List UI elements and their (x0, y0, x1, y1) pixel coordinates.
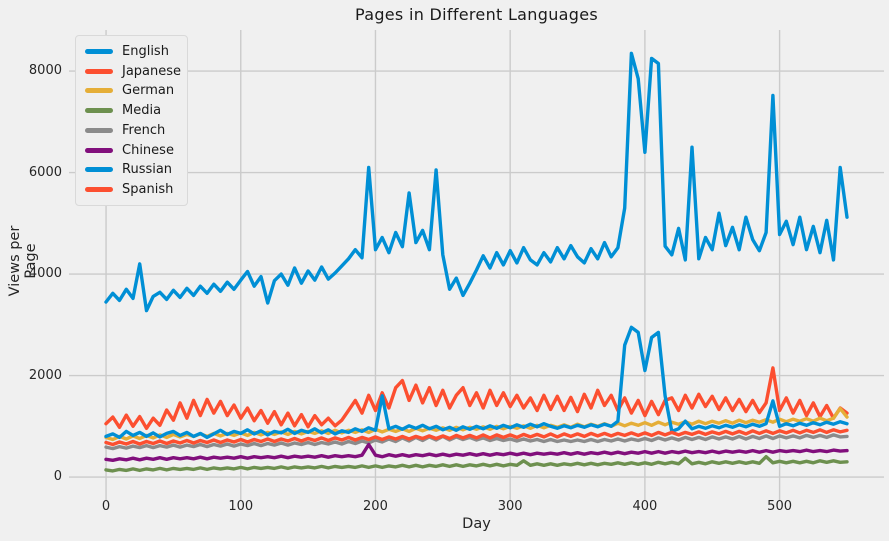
y-tick-label: 8000 (28, 63, 62, 79)
legend-swatch-icon (85, 108, 113, 114)
y-tick-label: 2000 (28, 367, 62, 383)
x-tick-label: 400 (632, 499, 658, 514)
legend-item-japanese: Japanese (85, 64, 187, 79)
series-line-german (104, 406, 849, 442)
legend-label: Japanese (122, 63, 182, 79)
legend-label: German (122, 83, 175, 99)
legend-label: Media (122, 103, 162, 119)
legend-label: English (122, 43, 169, 59)
legend-item-russian: Russian (85, 162, 187, 177)
legend-swatch-icon (85, 147, 113, 153)
legend-swatch-icon (85, 48, 113, 54)
legend-swatch-icon (85, 127, 113, 133)
legend-label: Russian (122, 162, 173, 178)
x-axis-label: Day (462, 516, 491, 532)
y-tick-label: 0 (53, 469, 62, 485)
legend-item-chinese: Chinese (85, 143, 187, 158)
series-line-japanese (104, 366, 849, 430)
legend-label: Spanish (122, 182, 174, 198)
legend-swatch-icon (85, 167, 113, 173)
legend-item-english: English (85, 44, 187, 59)
legend-swatch-icon (85, 88, 113, 94)
y-tick-label: 4000 (28, 266, 62, 282)
series-line-spanish (104, 428, 849, 447)
legend-swatch-icon (85, 187, 113, 193)
legend-label: French (122, 122, 166, 138)
legend-swatch-icon (85, 68, 113, 74)
x-tick-label: 100 (228, 499, 254, 514)
x-tick-label: 300 (497, 499, 523, 514)
legend-label: Chinese (122, 142, 174, 158)
y-tick-label: 6000 (28, 164, 62, 180)
series-line-russian (104, 325, 849, 440)
series-line-media (104, 455, 849, 473)
legend-item-media: Media (85, 103, 187, 118)
legend-item-french: French (85, 123, 187, 138)
chart-title: Pages in Different Languages (355, 5, 598, 24)
x-tick-label: 0 (101, 499, 111, 514)
legend-item-german: German (85, 83, 187, 98)
legend-item-spanish: Spanish (85, 182, 187, 197)
series-line-chinese (104, 442, 849, 462)
x-tick-label: 500 (767, 499, 792, 514)
legend: English Japanese German Media French Chinese R… (75, 35, 188, 206)
x-tick-label: 200 (363, 499, 388, 514)
series-line-english (104, 51, 849, 313)
series-line-french (104, 433, 849, 451)
